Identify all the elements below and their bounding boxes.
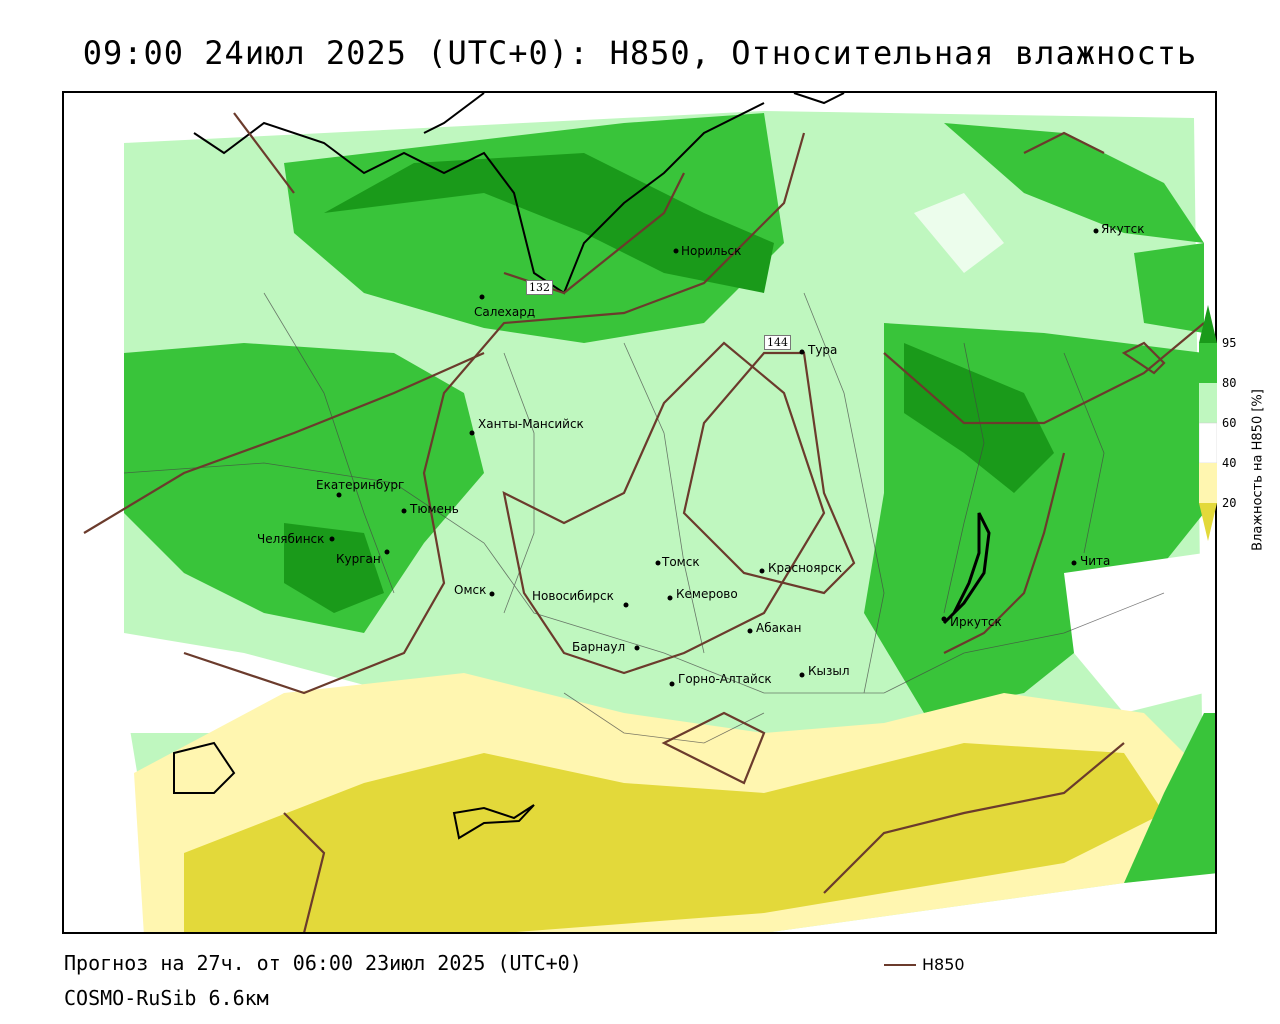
city-label: Челябинск [257,532,325,546]
city-label: Горно-Алтайск [678,672,772,686]
colorbar-tick: 95 [1222,336,1237,350]
colorbar-tick: 20 [1222,496,1237,510]
city-label: Иркутск [950,615,1002,629]
city-marker [747,628,753,634]
city-marker [799,349,805,355]
colorbar-tick: 40 [1222,456,1237,470]
city-marker [941,616,947,622]
forecast-info: Прогноз на 27ч. от 06:00 23июл 2025 (UTC… [64,951,582,975]
city-label: Якутск [1101,222,1145,236]
city-label: Новосибирск [532,589,614,603]
city-marker [1071,560,1077,566]
city-marker [655,560,661,566]
city-label: Салехард [474,305,536,319]
humidity-field [64,93,1215,932]
city-marker [667,595,673,601]
colorbar-title: Влажность на H850 [%] [1250,389,1266,551]
map-title: 09:00 24июл 2025 (UTC+0): H850, Относите… [82,34,1198,72]
city-label: Томск [662,555,700,569]
city-marker [479,294,485,300]
city-label: Кемерово [676,587,738,601]
city-marker [329,536,335,542]
contour-legend-swatch [884,964,916,966]
city-label: Норильск [681,244,742,258]
city-marker [1093,228,1099,234]
map-panel: 132 144 Норильск Якутск Салехард Тура Ха… [62,91,1217,934]
city-label: Омск [454,583,487,597]
city-label: Тура [808,343,838,357]
city-marker [336,492,342,498]
humidity-colorbar [1198,305,1218,545]
city-label: Курган [336,552,381,566]
city-label: Красноярск [768,561,842,575]
contour-legend-label: H850 [922,955,965,974]
city-label: Абакан [756,621,802,635]
city-label: Чита [1080,554,1111,568]
colorbar-graphic [1198,305,1218,541]
contour-label: 144 [764,335,791,350]
contour-label: 132 [526,280,553,295]
city-label: Кызыл [808,664,850,678]
city-marker [489,591,495,597]
city-marker [634,645,640,651]
city-label: Ханты-Мансийск [478,417,584,431]
city-marker [469,430,475,436]
model-info: COSMO-RuSib 6.6км [64,986,269,1010]
city-marker [401,508,407,514]
city-marker [759,568,765,574]
city-marker [799,672,805,678]
colorbar-tick: 80 [1222,376,1237,390]
city-marker [384,549,390,555]
city-marker [669,681,675,687]
city-label: Екатеринбург [316,478,405,492]
city-label: Барнаул [572,640,626,654]
city-label: Тюмень [410,502,459,516]
city-marker [623,602,629,608]
colorbar-tick: 60 [1222,416,1237,430]
city-marker [673,248,679,254]
